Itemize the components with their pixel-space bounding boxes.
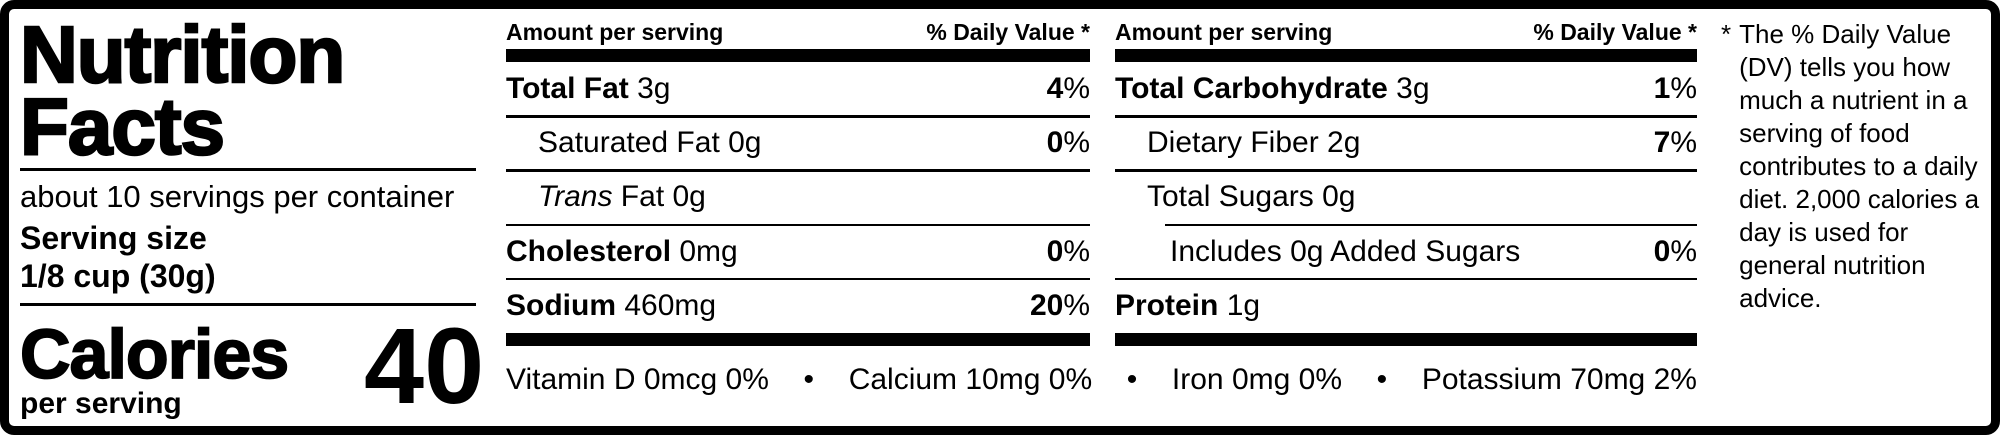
title-line-1: Nutrition xyxy=(19,10,347,99)
thick-divider-bar xyxy=(1115,49,1697,62)
column-header: Amount per serving % Daily Value * xyxy=(506,9,1090,49)
thick-divider-bar xyxy=(1115,332,1697,346)
micronutrient-item: Vitamin D 0mcg 0% xyxy=(506,363,769,396)
thick-divider-bar xyxy=(506,49,1090,62)
nutrient-row: Total Fat 3g 4% xyxy=(506,62,1090,116)
serving-size-value: 1/8 cup (30g) xyxy=(20,258,216,294)
serving-size-label: Serving size xyxy=(20,220,207,256)
footnote: * The % Daily Value (DV) tells you how m… xyxy=(1721,18,1991,315)
nutrient-row: Trans Fat 0g xyxy=(506,169,1090,224)
column-header: Amount per serving % Daily Value * xyxy=(1115,9,1697,49)
nutrient-row: Cholesterol 0mg 0% xyxy=(506,223,1090,279)
nutrient-name: Dietary Fiber 2g xyxy=(1147,126,1361,160)
daily-value: 4% xyxy=(1046,72,1090,106)
servings-per-container: about 10 servings per container xyxy=(20,179,455,214)
calories-value: 40 xyxy=(364,305,485,426)
daily-value-header: % Daily Value * xyxy=(926,18,1090,45)
daily-value: 0% xyxy=(1653,234,1697,268)
divider xyxy=(20,168,476,171)
bullet-separator: • xyxy=(1376,363,1388,396)
nutrient-name: Includes 0g Added Sugars xyxy=(1170,234,1521,268)
nutrient-row: Saturated Fat 0g 0% xyxy=(506,115,1090,170)
title-line-2: Facts xyxy=(19,82,226,171)
divider xyxy=(20,303,476,306)
nutrient-row: Dietary Fiber 2g 7% xyxy=(1115,115,1697,170)
title: Nutrition Facts xyxy=(19,10,347,171)
micronutrient-item: Iron 0mg 0% xyxy=(1171,363,1343,396)
nutrient-row: Total Carbohydrate 3g 1% xyxy=(1115,62,1697,116)
nutrient-name: Sodium 460mg xyxy=(506,288,717,322)
calories-subtitle: per serving xyxy=(20,387,182,420)
nutrient-row: Includes 0g Added Sugars 0% xyxy=(1115,223,1697,279)
nutrient-name: Trans Fat 0g xyxy=(538,180,706,214)
daily-value: 0% xyxy=(1046,126,1090,160)
nutrient-name: Total Carbohydrate 3g xyxy=(1115,72,1430,106)
nutrient-row: Total Sugars 0g xyxy=(1115,169,1697,224)
daily-value: 0% xyxy=(1046,234,1090,268)
footnote-text: The % Daily Value (DV) tells you how muc… xyxy=(1739,19,1980,313)
micronutrient-item: Calcium 10mg 0% xyxy=(848,363,1093,396)
micronutrient-item: Potassium 70mg 2% xyxy=(1421,363,1697,396)
nutrient-row: Protein 1g xyxy=(1115,277,1697,333)
nutrient-column-2: Amount per serving % Daily Value * Total… xyxy=(1115,9,1697,346)
nutrient-rows: Total Fat 3g 4% Saturated Fat 0g 0% Trans Fa… xyxy=(506,62,1090,333)
nutrient-column-1: Amount per serving % Daily Value * Total… xyxy=(506,9,1090,346)
nutrient-name: Total Sugars 0g xyxy=(1147,180,1356,214)
daily-value: 20% xyxy=(1029,288,1090,322)
amount-per-serving-header: Amount per serving xyxy=(1115,18,1333,45)
nutrient-name: Saturated Fat 0g xyxy=(538,126,762,160)
nutrient-row: Sodium 460mg 20% xyxy=(506,277,1090,333)
amount-per-serving-header: Amount per serving xyxy=(506,18,724,45)
nutrient-name: Total Fat 3g xyxy=(506,72,671,106)
thick-divider-bar xyxy=(506,332,1090,346)
left-panel: Nutrition Facts about 10 servings per co… xyxy=(19,9,486,426)
daily-value-header: % Daily Value * xyxy=(1533,18,1697,45)
daily-value: 7% xyxy=(1653,126,1697,160)
bullet-separator: • xyxy=(1126,363,1138,396)
nutrient-name: Protein 1g xyxy=(1115,288,1261,322)
daily-value: 1% xyxy=(1653,72,1697,106)
micronutrients-row: Vitamin D 0mcg 0% • Calcium 10mg 0% • Iron 0… xyxy=(506,357,1697,403)
bullet-separator: • xyxy=(803,363,815,396)
nutrient-name: Cholesterol 0mg xyxy=(506,234,738,268)
nutrient-rows: Total Carbohydrate 3g 1% Dietary Fiber 2g 7… xyxy=(1115,62,1697,333)
calories-label: Calories xyxy=(19,315,290,393)
footnote-asterisk: * xyxy=(1721,19,1732,49)
